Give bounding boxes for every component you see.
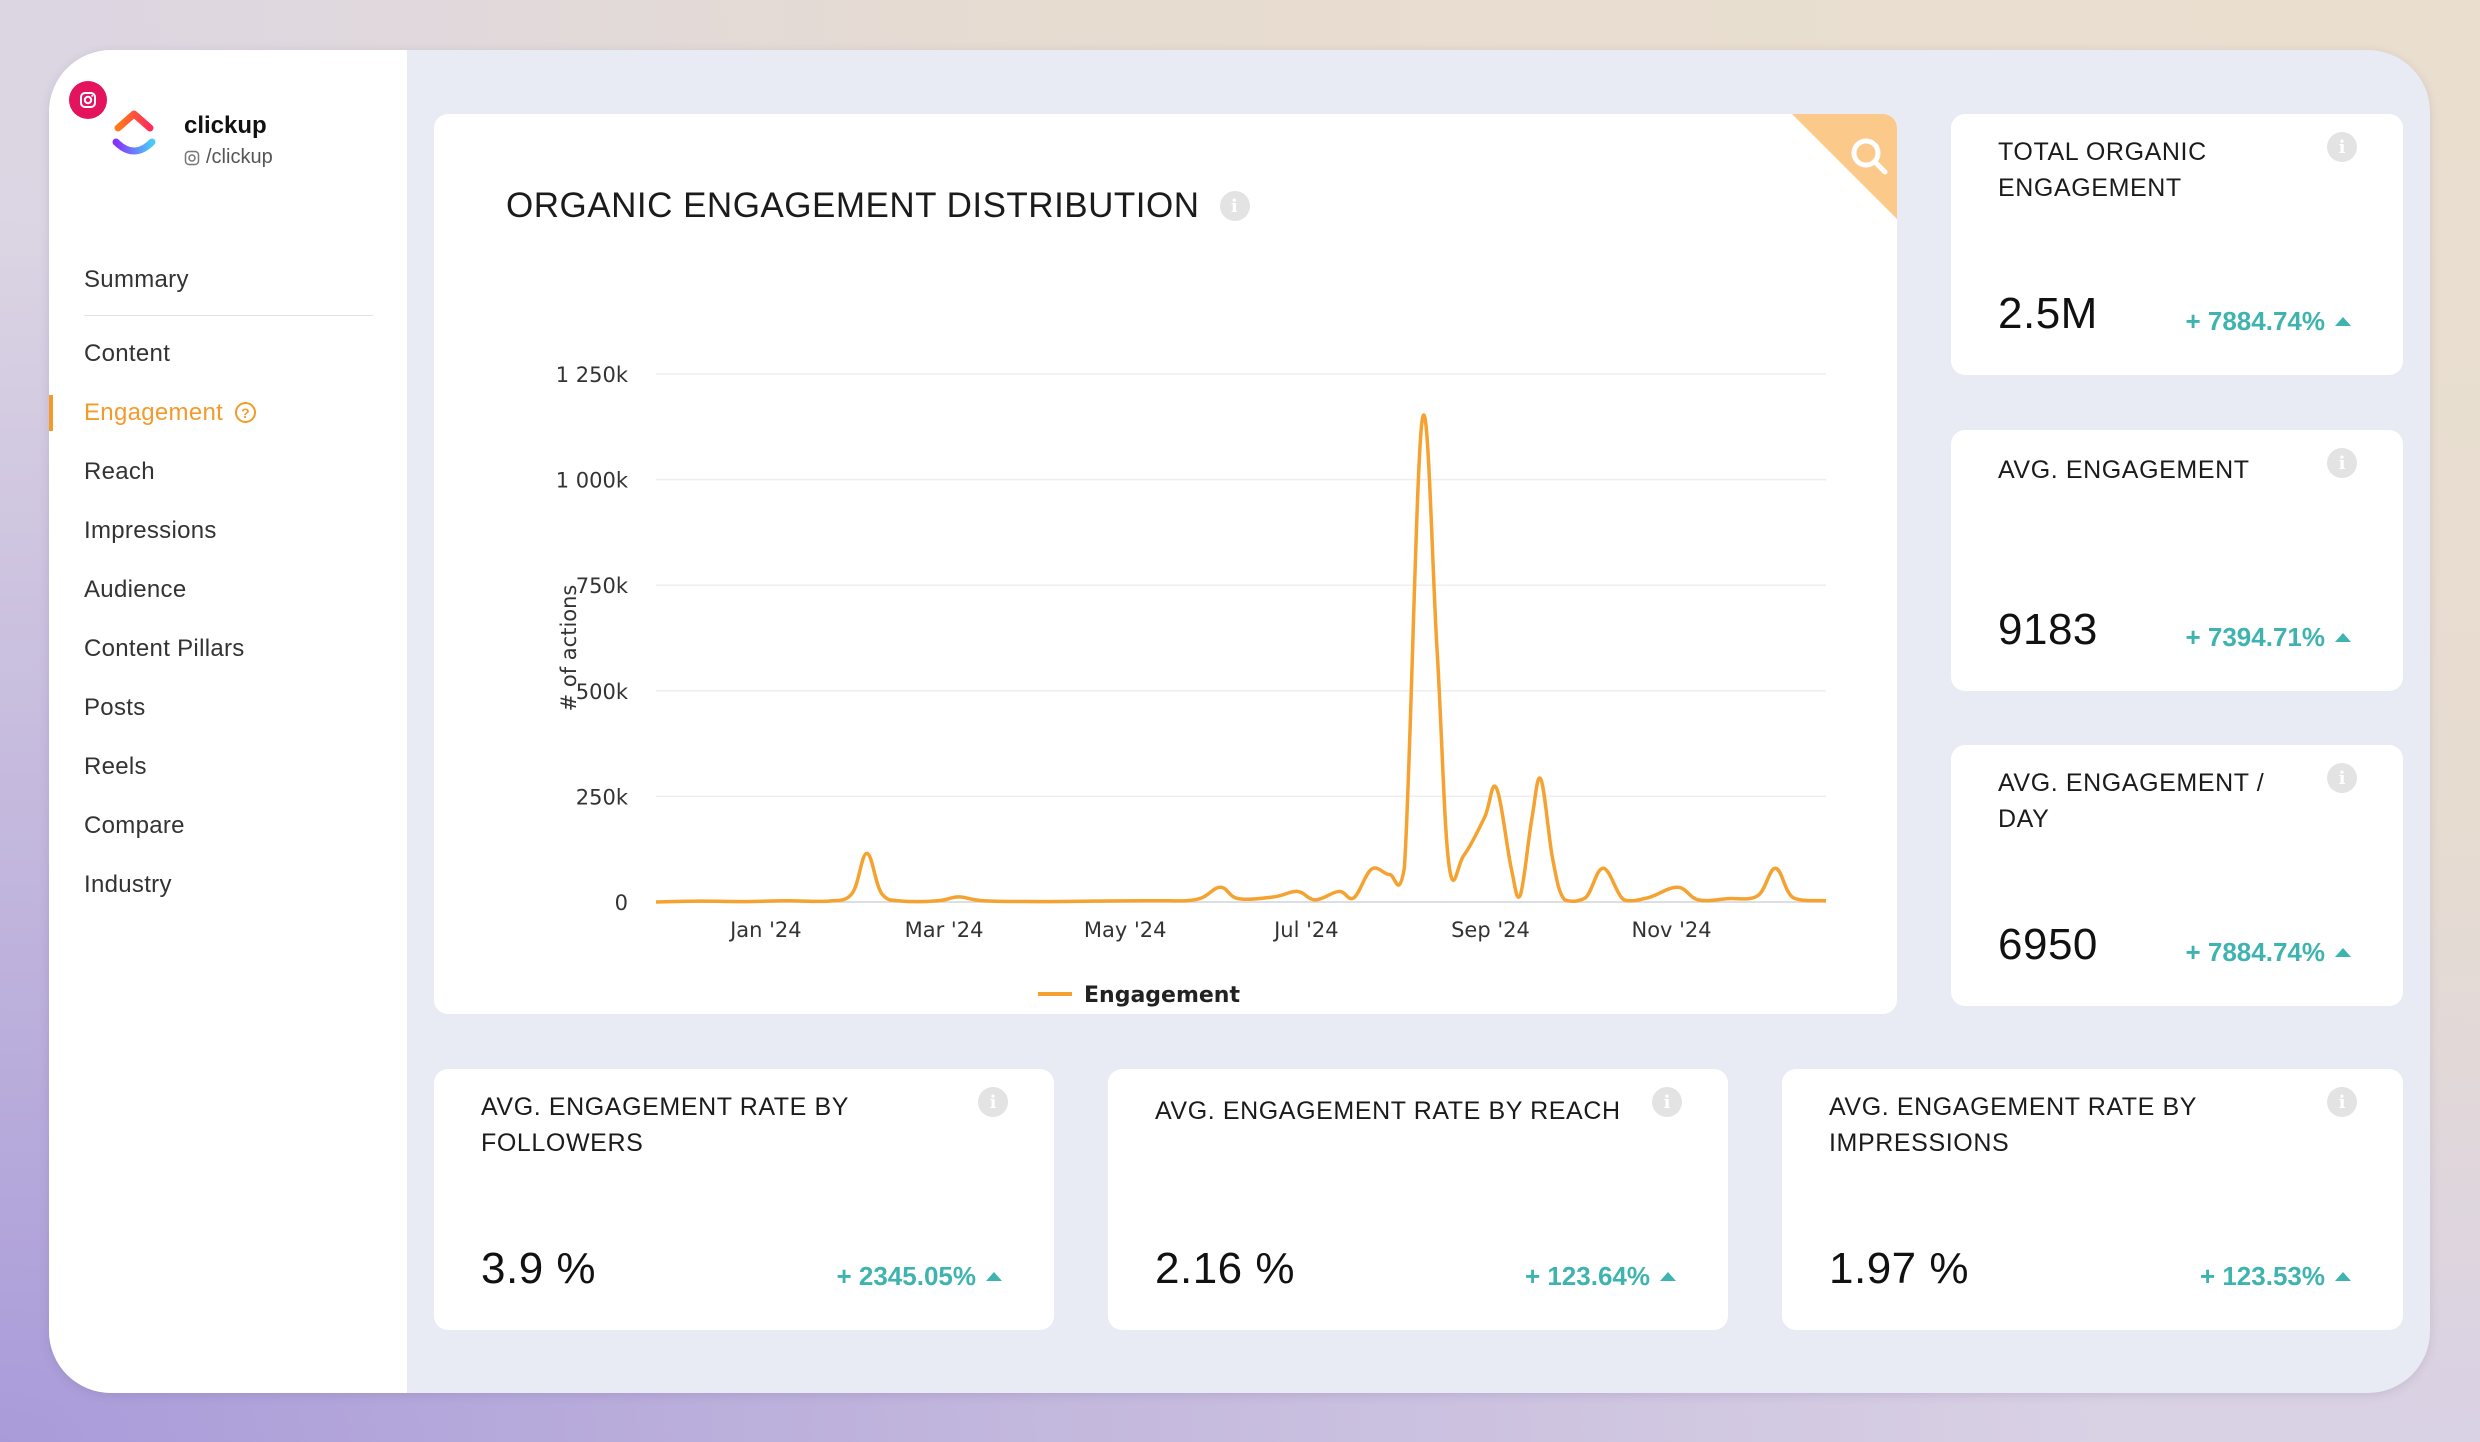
stat-value: 2.5M bbox=[1998, 289, 2098, 338]
stat-delta-text: + 2345.05% bbox=[836, 1261, 976, 1291]
y-tick-label: 250k bbox=[576, 785, 629, 809]
y-tick-label: 1 000k bbox=[556, 469, 629, 493]
sidebar-item-summary[interactable]: Summary bbox=[49, 250, 407, 309]
sidebar-item-compare[interactable]: Compare bbox=[49, 796, 407, 855]
stat-value: 6950 bbox=[1998, 920, 2098, 969]
sidebar-item-impressions[interactable]: Impressions bbox=[49, 501, 407, 560]
search-icon bbox=[1851, 138, 1888, 175]
sidebar: clickup /clickup Summary Content Engagem… bbox=[49, 50, 407, 1393]
stat-card-rate-followers: AVG. ENGAGEMENT RATE BY FOLLOWERS i 3.9 … bbox=[434, 1069, 1054, 1330]
x-tick-label: Nov '24 bbox=[1632, 918, 1712, 942]
sidebar-item-label: Reels bbox=[84, 752, 147, 780]
sidebar-item-label: Content bbox=[84, 339, 171, 367]
sidebar-item-industry[interactable]: Industry bbox=[49, 855, 407, 914]
help-icon[interactable]: ? bbox=[235, 402, 257, 423]
triangle-up-icon bbox=[986, 1272, 1002, 1281]
sidebar-item-engagement[interactable]: Engagement? bbox=[49, 383, 407, 442]
info-icon[interactable]: i bbox=[1219, 191, 1250, 221]
sidebar-item-label: Industry bbox=[84, 870, 172, 898]
sidebar-item-audience[interactable]: Audience bbox=[49, 560, 407, 619]
stat-delta-text: + 7884.74% bbox=[2185, 306, 2325, 336]
y-tick-label: 750k bbox=[576, 574, 629, 598]
chart-title-row: ORGANIC ENGAGEMENT DISTRIBUTION i bbox=[506, 186, 1250, 226]
info-icon[interactable]: i bbox=[1652, 1087, 1682, 1117]
chart-title: ORGANIC ENGAGEMENT DISTRIBUTION bbox=[506, 186, 1200, 225]
stat-title: TOTAL ORGANIC ENGAGEMENT bbox=[1998, 138, 2207, 202]
triangle-up-icon bbox=[2335, 948, 2351, 957]
sidebar-item-posts[interactable]: Posts bbox=[49, 678, 407, 737]
stat-card-rate-reach: AVG. ENGAGEMENT RATE BY REACH i 2.16 % +… bbox=[1108, 1069, 1728, 1330]
sidebar-item-label: Impressions bbox=[84, 516, 217, 544]
stat-card-rate-impressions: AVG. ENGAGEMENT RATE BY IMPRESSIONS i 1.… bbox=[1782, 1069, 2403, 1330]
y-tick-label: 500k bbox=[576, 680, 629, 704]
profile-header[interactable]: clickup /clickup bbox=[69, 76, 399, 186]
triangle-up-icon bbox=[2335, 1272, 2351, 1281]
sidebar-item-label: Content Pillars bbox=[84, 634, 245, 662]
triangle-up-icon bbox=[2335, 317, 2351, 326]
profile-name: clickup bbox=[184, 112, 267, 139]
series-line-engagement bbox=[655, 413, 1827, 904]
info-icon[interactable]: i bbox=[2327, 763, 2357, 793]
profile-handle: /clickup bbox=[184, 146, 273, 169]
sidebar-item-label: Engagement bbox=[84, 398, 224, 426]
sidebar-item-label: Compare bbox=[84, 811, 185, 839]
stat-delta-text: + 123.64% bbox=[1524, 1261, 1650, 1291]
stat-delta-text: + 123.53% bbox=[2199, 1261, 2325, 1291]
sidebar-item-reels[interactable]: Reels bbox=[49, 737, 407, 796]
stat-delta: + 123.64% bbox=[1525, 1261, 1676, 1292]
sidebar-item-label: Posts bbox=[84, 693, 146, 721]
sidebar-item-content-pillars[interactable]: Content Pillars bbox=[49, 619, 407, 678]
clickup-logo bbox=[104, 96, 164, 166]
x-tick-label: Jan '24 bbox=[728, 918, 802, 942]
y-axis-label: # of actions bbox=[557, 585, 581, 712]
stat-value: 9183 bbox=[1998, 605, 2098, 654]
triangle-up-icon bbox=[2335, 633, 2351, 642]
sidebar-nav: Summary Content Engagement? Reach Impres… bbox=[49, 250, 407, 914]
profile-handle-text: /clickup bbox=[206, 146, 273, 168]
stat-title: AVG. ENGAGEMENT RATE BY REACH bbox=[1155, 1097, 1621, 1125]
x-tick-label: Jul '24 bbox=[1272, 918, 1339, 942]
info-icon[interactable]: i bbox=[2327, 448, 2357, 478]
legend-label: Engagement bbox=[1084, 983, 1240, 1008]
nav-divider bbox=[84, 315, 373, 316]
y-tick-label: 1 250k bbox=[556, 363, 629, 387]
x-tick-label: Sep '24 bbox=[1451, 918, 1530, 942]
sidebar-item-label: Summary bbox=[84, 265, 189, 293]
search-corner-button[interactable] bbox=[1792, 114, 1897, 219]
stat-card-avg-engagement: AVG. ENGAGEMENT i 9183 + 7394.71% bbox=[1951, 430, 2403, 691]
x-tick-label: Mar '24 bbox=[905, 918, 984, 942]
stat-value: 2.16 % bbox=[1155, 1244, 1295, 1293]
stat-delta-text: + 7884.74% bbox=[2185, 937, 2325, 967]
stat-title: AVG. ENGAGEMENT bbox=[1998, 456, 2250, 484]
y-tick-label: 0 bbox=[615, 891, 628, 915]
info-icon[interactable]: i bbox=[978, 1087, 1008, 1117]
sidebar-item-label: Reach bbox=[84, 457, 155, 485]
sidebar-item-content[interactable]: Content bbox=[49, 324, 407, 383]
app-window: clickup /clickup Summary Content Engagem… bbox=[49, 50, 2430, 1393]
stat-delta-text: + 7394.71% bbox=[2185, 622, 2325, 652]
info-icon[interactable]: i bbox=[2327, 1087, 2357, 1117]
stat-delta: + 7884.74% bbox=[2185, 937, 2351, 968]
instagram-icon bbox=[69, 81, 107, 119]
stat-card-total-organic: TOTAL ORGANIC ENGAGEMENT i 2.5M + 7884.7… bbox=[1951, 114, 2403, 375]
info-icon[interactable]: i bbox=[2327, 132, 2357, 162]
stat-value: 1.97 % bbox=[1829, 1244, 1969, 1293]
sidebar-item-label: Audience bbox=[84, 575, 187, 603]
stat-delta: + 123.53% bbox=[2200, 1261, 2351, 1292]
triangle-up-icon bbox=[1660, 1272, 1676, 1281]
instagram-small-icon bbox=[184, 150, 200, 165]
line-chart: 0 250k 500k 750k 1 000k 1 250k Jan '24 Mar '24 M… bbox=[556, 363, 1827, 1008]
stat-delta: + 7884.74% bbox=[2185, 306, 2351, 337]
engagement-chart-card: ORGANIC ENGAGEMENT DISTRIBUTION i 0 250k 5… bbox=[434, 114, 1897, 1014]
stat-delta: + 2345.05% bbox=[836, 1261, 1002, 1292]
x-tick-label: May '24 bbox=[1084, 918, 1167, 942]
stat-title: AVG. ENGAGEMENT RATE BY IMPRESSIONS bbox=[1829, 1093, 2197, 1157]
stat-card-avg-per-day: AVG. ENGAGEMENT / DAY i 6950 + 7884.74% bbox=[1951, 745, 2403, 1006]
stat-title: AVG. ENGAGEMENT / DAY bbox=[1998, 769, 2265, 833]
sidebar-item-reach[interactable]: Reach bbox=[49, 442, 407, 501]
stat-title: AVG. ENGAGEMENT RATE BY FOLLOWERS bbox=[481, 1093, 849, 1157]
stat-delta: + 7394.71% bbox=[2185, 622, 2351, 653]
stat-value: 3.9 % bbox=[481, 1244, 597, 1293]
